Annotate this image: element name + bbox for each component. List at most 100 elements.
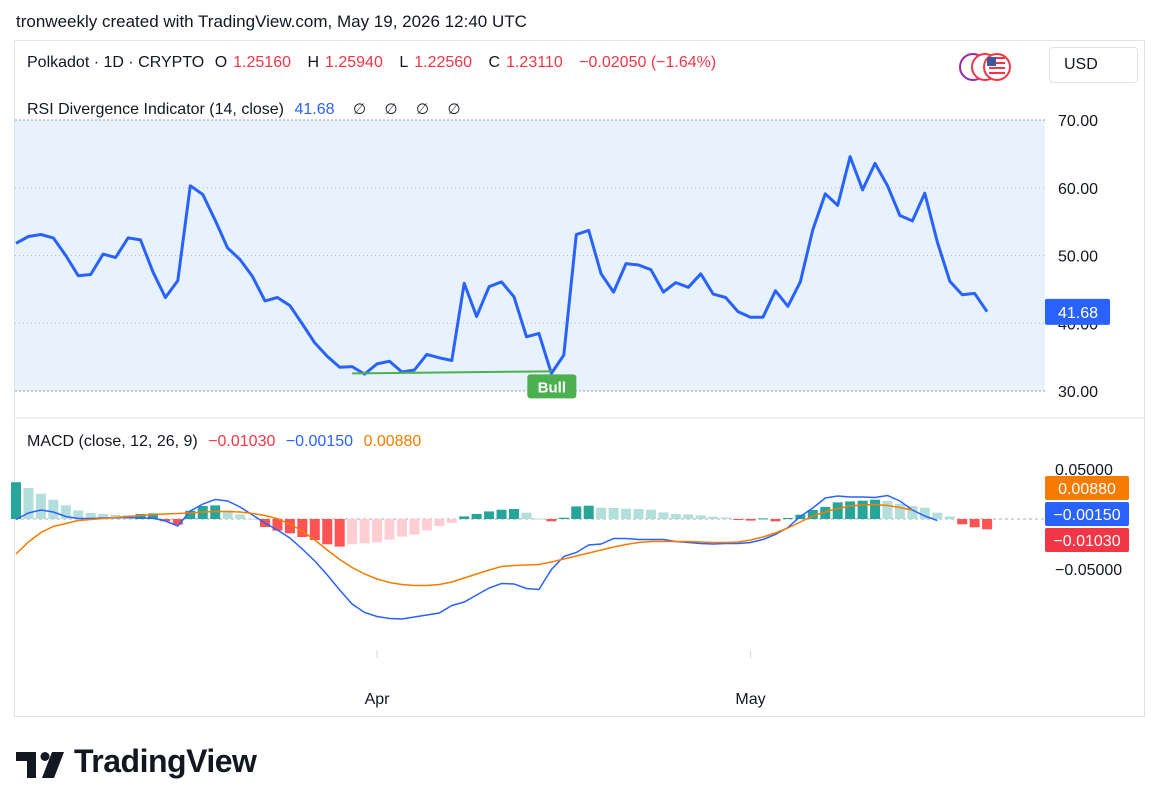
histogram-bar [845, 501, 856, 519]
histogram-bar [633, 509, 644, 519]
histogram-bar [73, 510, 84, 519]
histogram-bar [521, 512, 532, 519]
open-value: 1.25160 [233, 54, 291, 71]
histogram-bar [359, 519, 370, 544]
rsi-value: 41.68 [294, 101, 335, 118]
histogram-bar [509, 509, 519, 519]
histogram-bar [172, 519, 183, 525]
hist-price-label: −0.01030 [1053, 533, 1120, 550]
currency-button[interactable]: USD [1049, 47, 1138, 83]
histogram-bar [135, 514, 146, 519]
histogram-bar [621, 508, 632, 519]
histogram-bar [894, 503, 905, 519]
histogram-bar [372, 519, 383, 543]
histogram-bar [459, 516, 470, 519]
histogram-bar [421, 519, 432, 531]
histogram-bar [919, 507, 930, 519]
high-label: H [307, 54, 320, 71]
histogram-bar [35, 493, 46, 519]
close-label: C [488, 54, 501, 71]
bull-divergence: Bull [352, 370, 577, 399]
rsi-price-label: 41.68 [1045, 298, 1110, 325]
histogram-bar [583, 505, 594, 519]
histogram-bar [932, 512, 943, 519]
histogram-bar [695, 515, 706, 519]
histogram-bar [160, 519, 171, 522]
symbol-legend: Polkadot · 1D · CRYPTO O 1.25160 H 1.25940… [27, 54, 722, 72]
histogram-bar [409, 519, 420, 535]
signal-price-label-box [1045, 476, 1129, 500]
histogram-bar [558, 517, 569, 519]
rsi-last-label: 41.68 [1058, 305, 1098, 322]
histogram-bar [484, 511, 495, 519]
macd-price-labels: 0.00880 −0.00150 −0.01030 [1045, 476, 1129, 552]
histogram-bar [272, 519, 283, 531]
histogram-bar [969, 519, 980, 528]
rsi-last-label-box [1045, 298, 1110, 325]
rsi-band [15, 120, 1045, 391]
histogram-bar [733, 519, 744, 520]
low-label: L [399, 54, 409, 71]
histogram-bar [770, 519, 781, 522]
chart-frame [14, 40, 1145, 717]
histogram-bar [882, 501, 893, 519]
histogram-bar [185, 510, 196, 519]
macd-tick-label: −0.05000 [1055, 562, 1122, 579]
histogram-bar [745, 519, 756, 521]
histogram-bar [982, 519, 993, 530]
histogram-bar [235, 514, 246, 519]
histogram-bar [758, 518, 768, 520]
rsi-tick-label: 30.00 [1058, 384, 1098, 401]
histogram-bar [782, 518, 793, 519]
rsi-legend: RSI Divergence Indicator (14, close) 41.… [27, 100, 467, 119]
histogram-bar [596, 507, 607, 519]
histogram-bar [870, 499, 881, 519]
histogram-bar [98, 514, 109, 519]
histogram-bar [23, 488, 34, 519]
histogram-bar [907, 506, 918, 519]
histogram-bar [645, 509, 656, 519]
symbol-name[interactable]: Polkadot · 1D · CRYPTO [27, 54, 205, 71]
bull-label-box [527, 374, 577, 399]
na-icon: ∅ [352, 101, 367, 118]
bull-divergence-line [352, 370, 552, 375]
rsi-tick-label: 60.00 [1058, 181, 1098, 198]
histogram-bar [683, 514, 694, 519]
histogram-bar [85, 513, 96, 519]
histogram-bar [284, 519, 295, 534]
time-tick-label: Apr [365, 691, 391, 708]
flag-icon[interactable] [957, 52, 1017, 82]
histogram-bar [670, 514, 681, 519]
histogram-bar [658, 512, 669, 519]
histogram-bar [820, 507, 831, 519]
signal-price-label: 0.00880 [1058, 481, 1116, 498]
histogram-bar [434, 519, 445, 526]
macd-hist-value: −0.01030 [208, 433, 276, 450]
histogram-bar [147, 513, 158, 519]
histogram-bar [546, 519, 557, 522]
close-value: 1.23110 [506, 54, 563, 71]
histogram-bar [708, 516, 719, 519]
histogram-bar [222, 510, 233, 519]
histogram-bar [347, 519, 358, 545]
time-axis: Apr May [365, 650, 766, 708]
histogram-bar [322, 519, 333, 545]
macd-title[interactable]: MACD (close, 12, 26, 9) [27, 433, 198, 450]
rsi-title[interactable]: RSI Divergence Indicator (14, close) [27, 101, 284, 118]
hist-price-label-box [1045, 528, 1129, 552]
brand-name[interactable]: TradingView [74, 743, 257, 779]
macd-legend: MACD (close, 12, 26, 9) −0.01030 −0.0015… [27, 433, 427, 451]
macd-price-label: −0.00150 [1053, 507, 1120, 524]
histogram-bar [446, 519, 457, 523]
macd-tick-label: 0.05000 [1055, 462, 1113, 479]
histogram-bar [247, 518, 258, 520]
rsi-tick-label: 50.00 [1058, 249, 1098, 266]
chart-header: tronweekly created with TradingView.com,… [16, 12, 527, 31]
histogram-bar [309, 519, 320, 540]
change-value: −0.02050 (−1.64%) [579, 54, 717, 71]
histogram-bar [533, 518, 544, 520]
na-icon: ∅ [447, 101, 461, 118]
tradingview-logo-icon[interactable] [16, 744, 72, 784]
macd-line-value: −0.00150 [285, 433, 354, 450]
